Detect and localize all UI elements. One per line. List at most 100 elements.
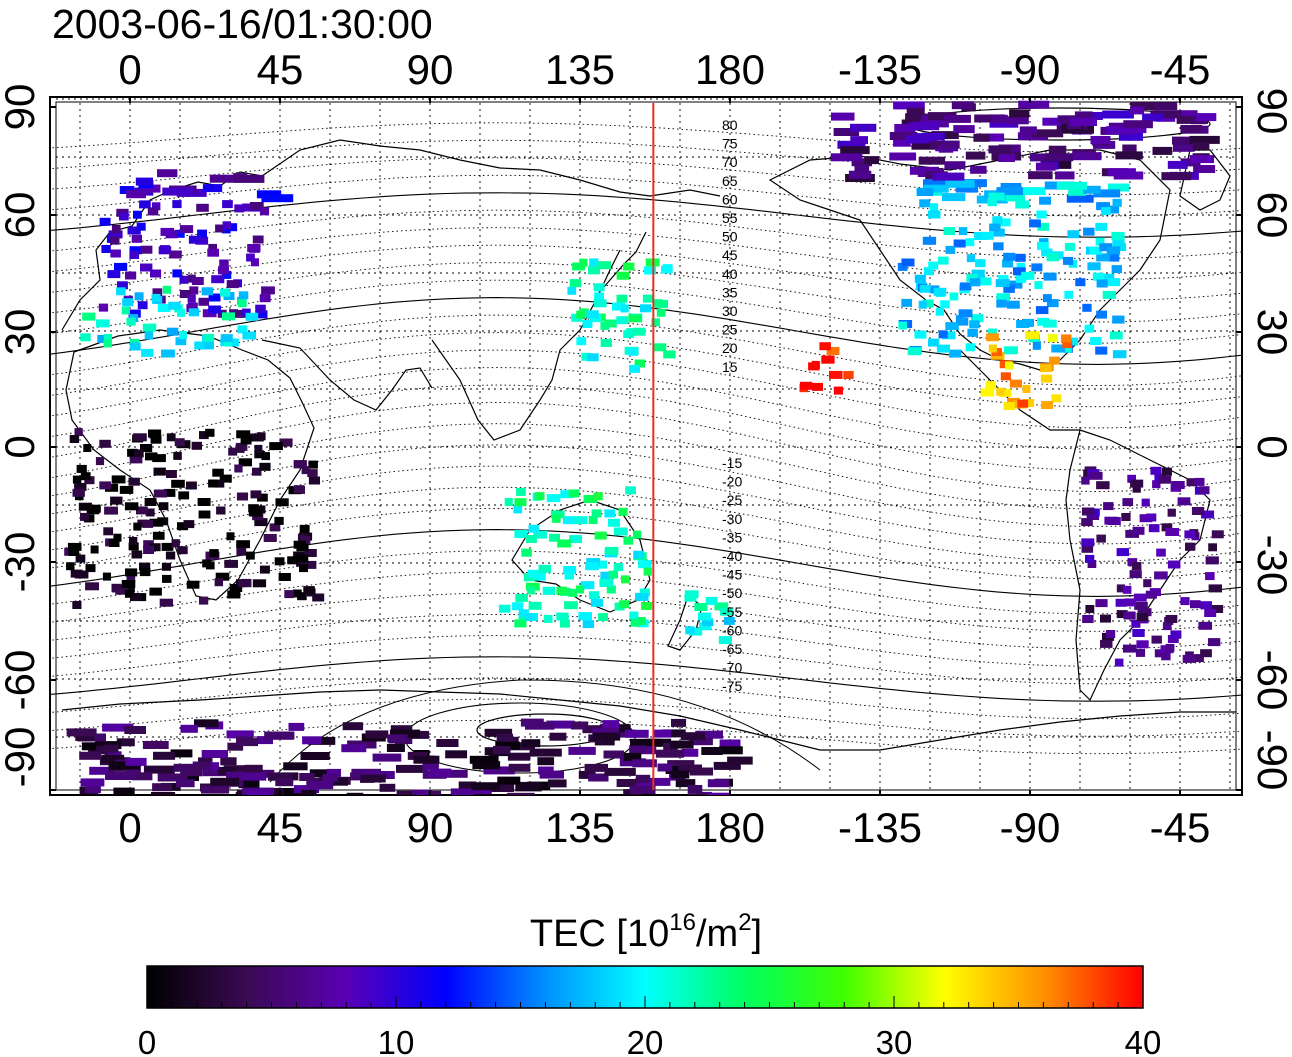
tec-cell bbox=[201, 287, 214, 296]
tec-cell bbox=[1145, 590, 1157, 599]
tec-cell bbox=[625, 729, 649, 738]
tec-cell bbox=[534, 492, 545, 501]
tec-cell bbox=[75, 554, 86, 563]
colorbar-tick-0: 0 bbox=[138, 1024, 156, 1057]
tec-cell bbox=[1035, 306, 1049, 315]
tec-cell bbox=[538, 564, 552, 573]
tec-cell bbox=[1107, 168, 1136, 177]
tec-cell bbox=[153, 751, 176, 760]
tec-cell bbox=[996, 187, 1023, 196]
tec-cell bbox=[161, 349, 175, 358]
tec-cell bbox=[1208, 638, 1221, 647]
right-lat-label-m90: -90 bbox=[1249, 730, 1292, 791]
tec-cell bbox=[843, 371, 854, 379]
tec-cell bbox=[226, 280, 239, 289]
tec-cell bbox=[140, 263, 153, 272]
tec-cell bbox=[993, 242, 1004, 251]
tec-cell bbox=[254, 450, 264, 459]
tec-cell bbox=[665, 766, 682, 774]
mlat-label-south: -45 bbox=[722, 567, 742, 583]
tec-cell bbox=[151, 202, 161, 211]
tec-cell bbox=[612, 302, 626, 311]
tec-cell bbox=[322, 773, 338, 782]
tec-cell bbox=[187, 274, 196, 283]
tec-cell bbox=[1123, 120, 1153, 129]
tec-cell bbox=[1042, 117, 1068, 126]
tec-cell bbox=[125, 271, 137, 280]
tec-cell bbox=[1000, 183, 1022, 191]
tec-cell bbox=[1032, 341, 1041, 350]
tec-cell bbox=[98, 303, 109, 312]
tec-cell bbox=[653, 299, 663, 308]
tec-cell bbox=[1200, 601, 1212, 610]
tec-cell bbox=[72, 488, 85, 497]
tec-cell bbox=[293, 460, 307, 469]
tec-cell bbox=[250, 490, 262, 499]
tec-cell bbox=[689, 767, 713, 776]
tec-cell bbox=[119, 186, 135, 194]
tec-cell bbox=[216, 506, 226, 515]
tec-cell bbox=[390, 725, 413, 734]
tec-cell bbox=[1115, 151, 1143, 160]
tec-cell bbox=[1049, 356, 1060, 365]
tec-cell bbox=[985, 381, 996, 390]
bottom-lon-label-135: 135 bbox=[545, 804, 615, 851]
tec-cell bbox=[986, 333, 999, 342]
tec-cell bbox=[166, 327, 179, 336]
tec-cell bbox=[177, 308, 186, 317]
tec-cell bbox=[139, 562, 151, 571]
tec-cell bbox=[563, 566, 577, 574]
top-lon-label-180: 180 bbox=[695, 46, 765, 93]
tec-cell bbox=[945, 245, 956, 254]
tec-cell bbox=[238, 780, 260, 789]
tec-cell bbox=[819, 342, 831, 351]
tec-cell bbox=[940, 300, 950, 309]
tec-cell bbox=[966, 254, 976, 263]
tec-cell bbox=[1019, 126, 1037, 135]
tec-cell bbox=[126, 317, 136, 326]
coastline bbox=[1179, 149, 1231, 211]
tec-cell bbox=[116, 287, 126, 296]
tec-cell bbox=[238, 291, 249, 300]
tec-cell bbox=[1083, 227, 1095, 236]
tec-cell bbox=[916, 188, 934, 196]
tec-cell bbox=[83, 514, 95, 523]
tec-cell bbox=[932, 172, 965, 181]
tec-cell bbox=[1104, 516, 1118, 525]
mlat-label-south: -70 bbox=[722, 660, 742, 676]
tec-cell bbox=[991, 114, 1008, 123]
tec-cell bbox=[214, 479, 225, 488]
tec-cell bbox=[579, 308, 589, 317]
tec-cell bbox=[365, 730, 389, 739]
tec-cell bbox=[101, 754, 125, 763]
tec-cell bbox=[252, 579, 267, 588]
mlat-contour bbox=[50, 508, 1242, 580]
tec-cell bbox=[150, 269, 162, 278]
tec-cell bbox=[221, 312, 235, 321]
tec-cell bbox=[236, 736, 252, 745]
tec-cell bbox=[237, 325, 248, 334]
tec-cell bbox=[116, 738, 135, 747]
tec-cell bbox=[919, 199, 931, 208]
tec-cell bbox=[1132, 526, 1145, 535]
tec-cell bbox=[1122, 585, 1132, 594]
tec-cell bbox=[987, 198, 997, 207]
tec-cell bbox=[675, 779, 696, 788]
tec-cell bbox=[812, 382, 823, 391]
tec-cell bbox=[105, 772, 136, 780]
tec-cell bbox=[702, 618, 714, 627]
tec-cell bbox=[623, 536, 634, 545]
tec-cell bbox=[560, 619, 570, 628]
tec-cell bbox=[178, 491, 190, 500]
tec-cell bbox=[279, 438, 293, 447]
tec-cell bbox=[1106, 246, 1121, 255]
tec-cell bbox=[1034, 281, 1043, 290]
tec-cell bbox=[588, 773, 609, 782]
bottom-lon-label-45: 45 bbox=[257, 804, 304, 851]
tec-cell bbox=[1068, 187, 1086, 196]
tec-cell bbox=[1109, 331, 1123, 340]
tec-cell bbox=[1081, 507, 1095, 516]
tec-cell bbox=[687, 793, 710, 795]
tec-cell bbox=[172, 269, 182, 278]
tec-cell bbox=[1167, 508, 1176, 517]
